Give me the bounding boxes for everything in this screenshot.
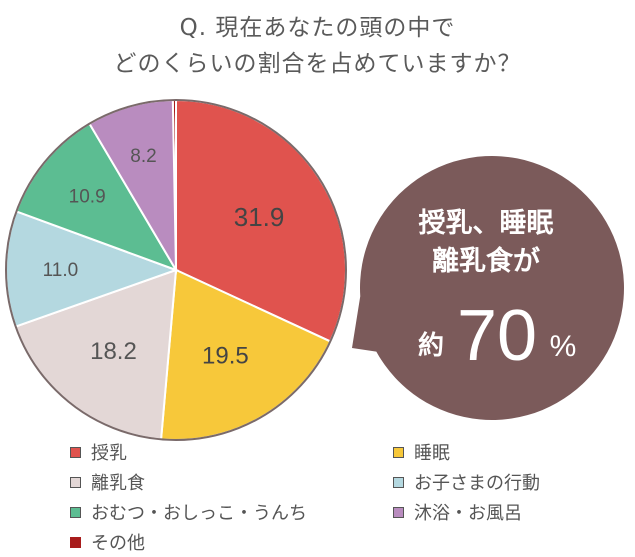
legend-swatch [393,476,404,488]
legend-item: おむつ・おしっこ・うんち [70,499,307,525]
legend-swatch [70,476,81,488]
legend-swatch [70,446,81,458]
legend-item: 離乳食 [70,469,145,495]
callout-unit: % [550,330,577,363]
pie-outline [5,99,347,441]
legend-swatch [70,536,81,548]
legend-swatch [393,506,404,518]
legend-label: おむつ・おしっこ・うんち [91,503,307,524]
chart-title-line2: どのくらいの割合を占めていますか？ [113,51,522,77]
legend-item: 沐浴・お風呂 [393,499,522,525]
callout-shape [352,156,625,421]
legend-label: 睡眠 [414,443,450,464]
slice-value-label: 19.5 [202,343,249,370]
legend-swatch [70,506,81,518]
callout-line1: 授乳、睡眠 [419,208,554,239]
callout-bubble: 授乳、睡眠 離乳食が 約 70 % [352,156,625,421]
legend-item: その他 [70,529,145,555]
legend-item: お子さまの行動 [393,469,540,495]
slice-labels: 31.9 19.5 18.2 11.0 10.9 8.2 [43,146,285,370]
slice-value-label: 18.2 [90,338,137,365]
legend-label: お子さまの行動 [414,473,540,494]
chart-title-line1: Q. 現在あなたの頭の中で [179,15,456,41]
legend-item: 授乳 [70,439,127,465]
legend-label: 沐浴・お風呂 [414,503,522,524]
legend-label: 離乳食 [91,473,145,494]
pie-slices [5,98,347,441]
callout-line2: 離乳食が [432,245,540,277]
callout-prefix: 約 [418,330,444,361]
slice-value-label: 10.9 [69,187,106,208]
legend-label: 授乳 [91,443,127,464]
legend-label: その他 [91,533,145,554]
pie-chart: 31.9 19.5 18.2 11.0 10.9 8.2 授乳、睡眠 離乳食が 約 70 … [5,98,625,441]
slice-value-label: 8.2 [130,146,156,167]
slice-value-label: 11.0 [43,260,79,281]
callout-number: 70 [457,296,537,376]
slice-value-label: 31.9 [234,202,285,232]
legend-swatch [393,446,404,458]
legend-item: 睡眠 [393,439,450,465]
